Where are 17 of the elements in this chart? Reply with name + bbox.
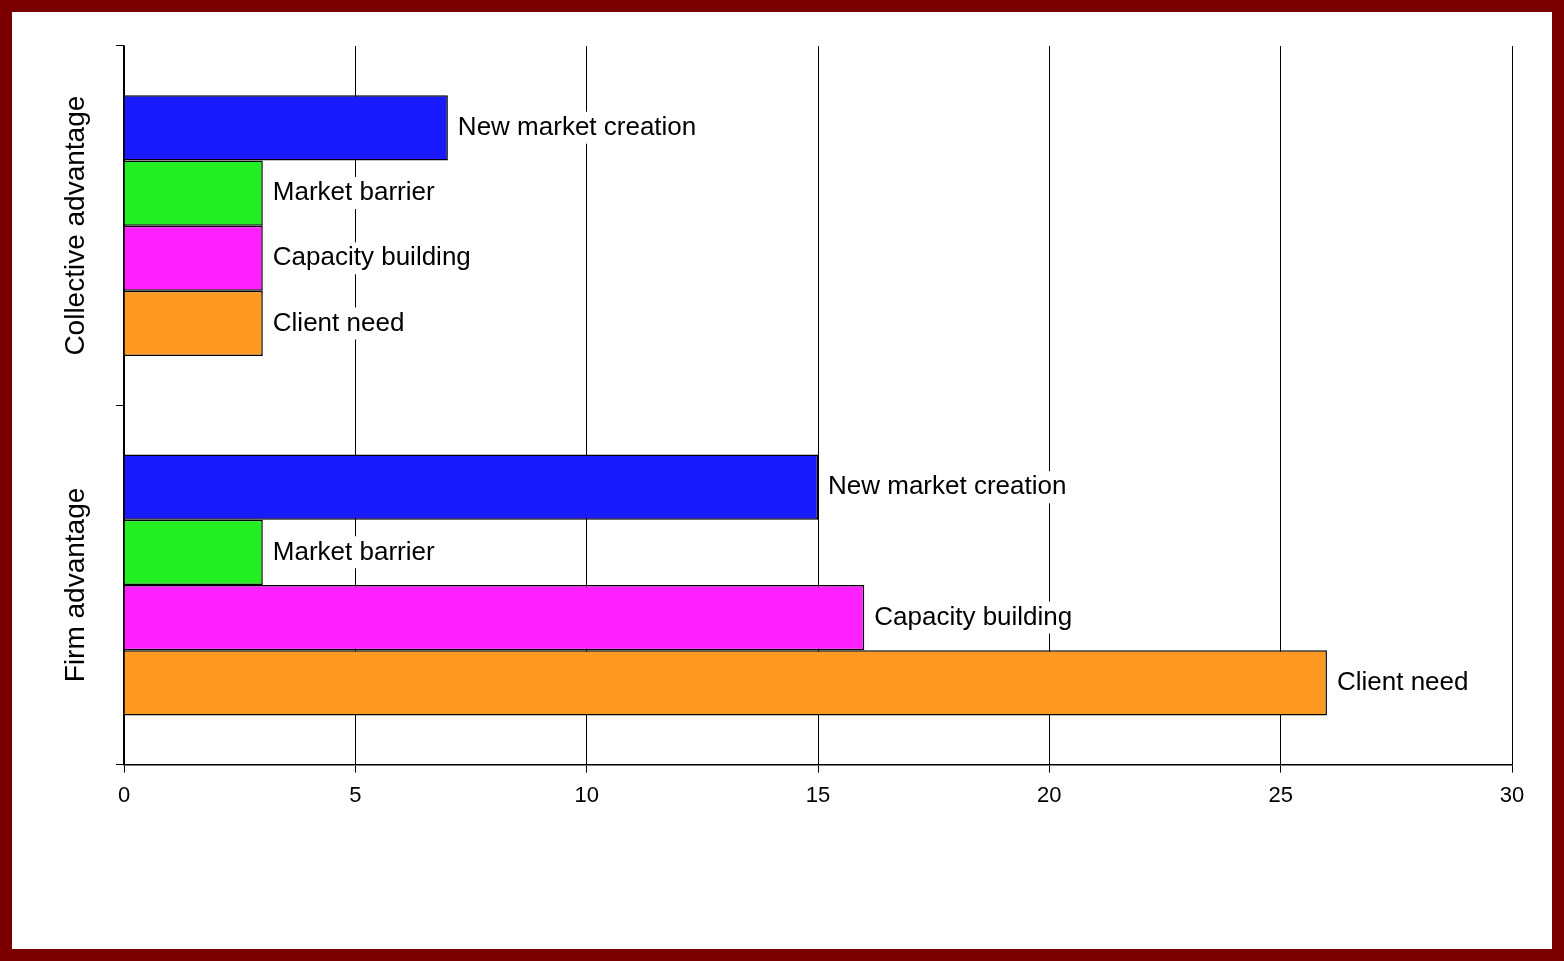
text: Capacity building [874,600,1073,631]
x-tick-label: 15 [805,781,831,807]
text: New market creation [828,470,1067,501]
x-tick-label: 10 [574,781,599,807]
text: Client need [1336,665,1469,696]
x-tick-label: 20 [1037,781,1062,807]
series-label: New market creation [457,111,697,141]
x-tick-label: 0 [117,781,131,807]
y-tick-label: Firm advantage [58,487,90,683]
series-label: Client need [272,306,405,337]
x-tick-label: 5 [349,781,362,807]
series-label: Market barrier [272,176,435,207]
y-tick-label: Collective advantage [58,95,90,356]
text: Market barrier [272,535,435,566]
x-tick-label: 30 [1499,781,1525,807]
x-tick-label: 25 [1268,781,1293,807]
series-label: Capacity building [272,241,471,272]
